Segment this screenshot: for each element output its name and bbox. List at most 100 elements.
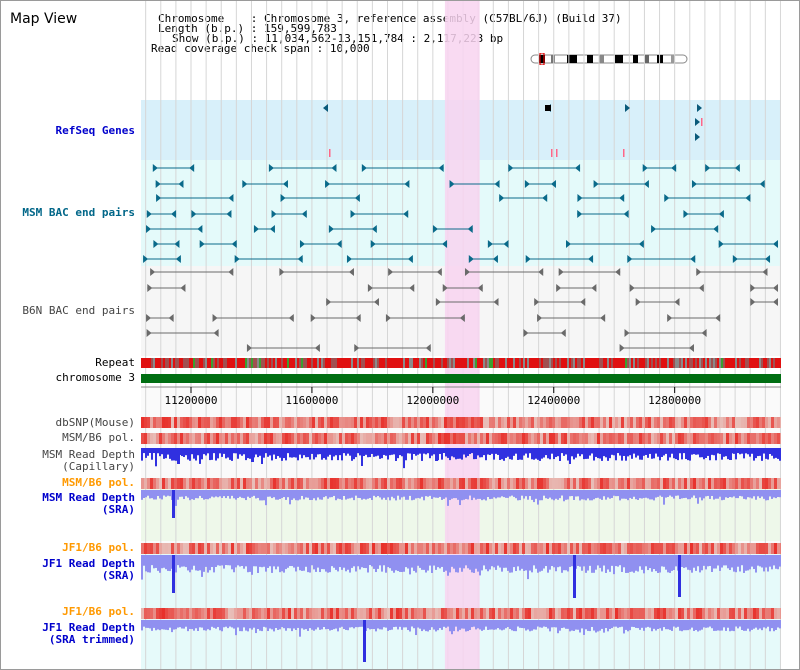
b6n-bac-pair-left-arrow: [388, 268, 394, 276]
msm-b6-pol-2-cell: [333, 478, 336, 489]
msm-sra-depth: [299, 490, 301, 500]
repeat-element: [401, 358, 403, 368]
dbsnp-cell: [447, 417, 450, 428]
repeat-element: [445, 358, 447, 368]
jf1-b6-pol-2-cell: [744, 608, 747, 619]
track-label-refseq[interactable]: RefSeq Genes: [55, 124, 135, 137]
jf1-trimmed-depth: [551, 620, 553, 628]
msm-b6-pol-2-cell: [378, 478, 381, 489]
jf1-trimmed-depth: [141, 620, 143, 631]
jf1-b6-pol-cell: [657, 543, 660, 554]
track-label-jf1-depth-sra[interactable]: JF1 Read Depth: [42, 557, 135, 570]
jf1-sra-depth: [269, 555, 271, 567]
b6n-bac-pair-left-arrow: [750, 298, 756, 306]
track-label-msm-b6-pol-1[interactable]: MSM/B6 pol.: [62, 431, 135, 444]
jf1-trimmed-depth: [439, 620, 441, 629]
repeat-element: [373, 358, 375, 368]
track-label-jf1-depth-trimmed[interactable]: JF1 Read Depth: [42, 621, 135, 634]
dbsnp-cell: [486, 417, 489, 428]
msm-b6-pol-2-cell: [321, 478, 324, 489]
msm-b6-pol-2-cell: [555, 478, 558, 489]
msm-capillary-depth: [691, 448, 693, 455]
jf1-trimmed-depth: [667, 620, 669, 630]
msm-b6-pol-2-cell: [537, 478, 540, 489]
chromosome-ideogram[interactable]: [529, 53, 691, 65]
jf1-b6-pol-cell: [777, 543, 780, 554]
gene-marker: [701, 118, 703, 126]
jf1-trimmed-depth: [477, 620, 479, 629]
dbsnp-cell: [495, 417, 498, 428]
msm-b6-pol-2-cell: [672, 478, 675, 489]
repeat-element: [341, 358, 343, 368]
msm-b6-pol-2-cell: [507, 478, 510, 489]
b6n-bac-track[interactable]: [146, 268, 778, 352]
msm-capillary-depth: [379, 448, 381, 459]
chromosome-bar[interactable]: [141, 374, 781, 383]
msm-b6-pol-cell: [396, 433, 399, 444]
track-label-b6n-bac[interactable]: B6N BAC end pairs: [22, 304, 135, 317]
jf1-trimmed-depth: [491, 620, 493, 630]
jf1-sra-depth: [473, 555, 475, 573]
repeat-element: [195, 358, 197, 368]
msm-capillary-depth: [381, 448, 383, 459]
snp-tracks[interactable]: [141, 417, 781, 619]
jf1-trimmed-depth: [499, 620, 501, 630]
jf1-sra-depth: [731, 555, 733, 568]
msm-capillary-depth: [155, 448, 157, 467]
msm-bac-track[interactable]: [143, 164, 778, 263]
track-label-msm-depth-capillary[interactable]: MSM Read Depth: [42, 448, 135, 461]
msm-b6-pol-2-cell: [780, 478, 781, 489]
msm-b6-pol-2-cell: [744, 478, 747, 489]
jf1-b6-pol-2-cell: [600, 608, 603, 619]
jf1-b6-pol-2-cell: [378, 608, 381, 619]
repeat-element: [377, 358, 379, 368]
track-label-jf1-b6-pol-2[interactable]: JF1/B6 pol.: [62, 605, 135, 618]
refseq-genes-track[interactable]: [323, 104, 703, 157]
genome-browser-tracks[interactable]: 11200000 11600000 12000000 12400000 12800000: [141, 1, 781, 669]
jf1-sra-depth: [681, 555, 683, 567]
track-label-msm-depth-sra[interactable]: MSM Read Depth: [42, 491, 135, 504]
msm-sra-depth: [585, 490, 587, 501]
jf1-sra-depth: [283, 555, 285, 573]
b6n-bac-pair-right-arrow: [477, 284, 483, 292]
repeat-element: [425, 358, 427, 368]
b6n-bac-pair-left-arrow: [146, 314, 152, 322]
msm-capillary-depth: [665, 448, 667, 454]
msm-capillary-depth: [481, 448, 483, 458]
msm-b6-pol-2-cell: [216, 478, 219, 489]
jf1-trimmed-depth: [329, 620, 331, 631]
jf1-b6-pol-2-cell: [312, 608, 315, 619]
track-label-msm-b6-pol-2[interactable]: MSM/B6 pol.: [62, 476, 135, 489]
track-label-dbsnp[interactable]: dbSNP(Mouse): [55, 416, 135, 429]
track-label-repeat[interactable]: Repeat: [95, 356, 135, 369]
jf1-trimmed-depth: [233, 620, 235, 629]
jf1-sra-depth: [441, 555, 443, 567]
msm-sra-depth: [599, 490, 601, 499]
dbsnp-cell: [432, 417, 435, 428]
read-depth-tracks[interactable]: [141, 448, 781, 662]
jf1-b6-pol-2-cell: [717, 608, 720, 619]
jf1-trimmed-depth: [515, 620, 517, 632]
dbsnp-cell: [483, 417, 486, 428]
jf1-sra-depth: [355, 555, 357, 572]
jf1-trimmed-depth: [205, 620, 207, 631]
msm-sra-depth: [439, 490, 441, 497]
jf1-trimmed-depth: [389, 620, 391, 631]
msm-capillary-depth: [561, 448, 563, 454]
jf1-trimmed-depth: [733, 620, 735, 632]
jf1-b6-pol-2-cell: [543, 608, 546, 619]
jf1-trimmed-depth: [175, 620, 177, 630]
dbsnp-cell: [141, 417, 144, 428]
jf1-sra-depth: [435, 555, 437, 570]
repeat-element: [145, 358, 147, 368]
jf1-b6-pol-2-cell: [777, 608, 780, 619]
dbsnp-cell: [351, 417, 354, 428]
repeat-element: [461, 358, 463, 368]
msm-capillary-depth: [209, 448, 211, 461]
track-label-msm-bac[interactable]: MSM BAC end pairs: [22, 206, 135, 219]
msm-sra-depth: [705, 490, 707, 497]
track-label-jf1-b6-pol-1[interactable]: JF1/B6 pol.: [62, 541, 135, 554]
jf1-b6-pol-2-cell: [180, 608, 183, 619]
repeat-track[interactable]: [141, 358, 781, 368]
jf1-trimmed-depth: [173, 620, 175, 630]
